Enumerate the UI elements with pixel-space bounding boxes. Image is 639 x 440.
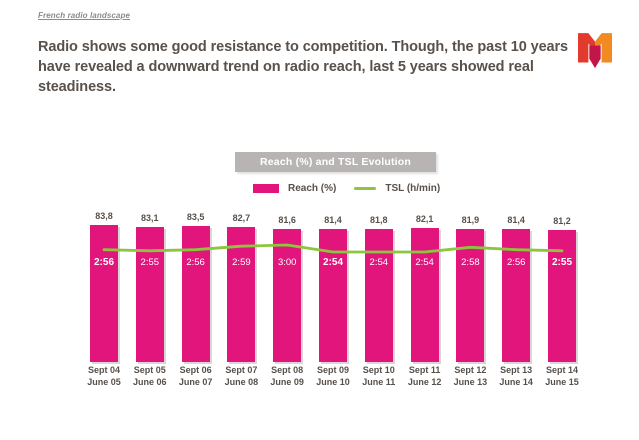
category-line-2: June 05: [87, 376, 121, 387]
reach-bar: [135, 226, 164, 362]
category-label: Sept 12 June 13: [447, 365, 493, 388]
category-label: Sept 05 June 06: [127, 365, 173, 388]
chart-column: 83,1 2:55 Sept 05 June 06: [127, 205, 173, 405]
kicker-label: French radio landscape: [38, 11, 131, 20]
reach-bar: [410, 228, 439, 362]
category-line-2: June 09: [270, 376, 304, 387]
category-line-2: June 13: [453, 376, 488, 387]
slide-title: Radio shows some good resistance to comp…: [38, 37, 598, 97]
tsl-value-label: 2:54: [369, 257, 389, 268]
chart-column: 82,7 2:59 Sept 07 June 08: [218, 205, 264, 405]
reach-legend-label: Reach (%): [288, 183, 337, 194]
reach-bar: [364, 228, 393, 362]
tsl-value-label: 2:54: [415, 257, 434, 268]
category-label: Sept 06 June 07: [173, 365, 219, 388]
tsl-value-label: 2:56: [93, 257, 114, 268]
category-line-2: June 11: [362, 376, 396, 387]
tsl-value-label: 2:55: [551, 257, 572, 268]
chart-column: 83,5 2:56 Sept 06 June 07: [173, 205, 219, 405]
category-line-2: June 07: [178, 376, 213, 387]
reach-bar: [227, 227, 256, 362]
title-line-2: have revealed a downward trend on radio …: [38, 59, 534, 75]
category-line-1: Sept 06: [179, 365, 212, 375]
category-line-1: Sept 12: [454, 365, 487, 375]
chart-column: 81,4 2:54 Sept 09 June 10: [310, 205, 356, 405]
reach-value-label: 81,6: [278, 214, 296, 225]
reach-bar: [181, 225, 210, 362]
category-line-1: Sept 09: [316, 365, 349, 375]
category-line-1: Sept 08: [271, 365, 304, 375]
tsl-value-label: 2:54: [322, 257, 343, 268]
reach-bar: [90, 225, 118, 362]
reach-value-label: 81,4: [324, 215, 342, 226]
category-line-2: June 14: [499, 376, 533, 387]
reach-value-label: 83,5: [186, 211, 205, 222]
reach-value-label: 81,8: [370, 214, 388, 225]
category-label: Sept 13 June 14: [493, 365, 539, 388]
category-line-2: June 15: [545, 376, 579, 387]
category-line-1: Sept 04: [87, 365, 120, 375]
category-label: Sept 14 June 15: [539, 365, 585, 388]
category-line-2: June 08: [224, 376, 259, 387]
category-line-1: Sept 14: [545, 365, 578, 375]
tsl-value-label: 3:00: [277, 257, 297, 268]
category-label: Sept 08 June 09: [264, 365, 310, 388]
category-line-1: Sept 07: [225, 365, 258, 375]
tsl-legend-label: TSL (h/min): [385, 183, 441, 194]
tsl-value-label: 2:55: [140, 257, 160, 268]
tsl-value-label: 2:58: [461, 257, 480, 268]
category-line-1: Sept 05: [133, 365, 166, 375]
tsl-value-label: 2:59: [232, 257, 251, 268]
mediametrie-logo-icon: [578, 33, 612, 73]
chart-column: 81,6 3:00 Sept 08 June 09: [264, 205, 310, 405]
title-line-1: Radio shows some good resistance to comp…: [38, 39, 569, 55]
reach-tsl-chart: 83,8 2:56 Sept 04 June 05 83,1 2:55 Sept 05 Jun…: [0, 205, 639, 405]
category-line-1: Sept 11: [408, 365, 441, 375]
reach-bar: [502, 229, 531, 362]
category-label: Sept 07 June 08: [218, 365, 264, 388]
reach-bar: [319, 229, 347, 362]
category-line-2: June 10: [316, 376, 350, 387]
tsl-value-label: 2:56: [186, 257, 205, 268]
category-label: Sept 11 June 12: [402, 365, 448, 388]
tsl-value-label: 2:56: [506, 257, 526, 268]
reach-bar: [548, 229, 576, 362]
category-label: Sept 10 June 11: [356, 365, 402, 388]
chart-column: 81,9 2:58 Sept 12 June 13: [447, 205, 493, 405]
category-line-2: June 12: [407, 376, 442, 387]
title-line-3: steadiness.: [38, 79, 116, 95]
reach-value-label: 83,8: [95, 211, 113, 222]
reach-swatch-icon: [253, 184, 279, 193]
m-logo-svg: [578, 33, 612, 69]
chart-legend: Reach (%) TSL (h/min): [253, 182, 440, 195]
reach-value-label: 81,2: [553, 215, 571, 226]
chart-column: 81,2 2:55 Sept 14 June 15: [539, 205, 585, 405]
category-line-1: Sept 13: [500, 365, 533, 375]
category-line-1: Sept 10: [362, 365, 395, 375]
reach-bar: [456, 228, 485, 362]
reach-value-label: 82,7: [232, 213, 251, 224]
chart-title-banner: Reach (%) and TSL Evolution: [235, 152, 436, 172]
chart-column: 82,1 2:54 Sept 11 June 12: [402, 205, 448, 405]
tsl-swatch-icon: [354, 187, 377, 190]
chart-column: 81,8 2:54 Sept 10 June 11: [356, 205, 402, 405]
reach-value-label: 82,1: [415, 214, 434, 225]
category-label: Sept 09 June 10: [310, 365, 356, 388]
reach-value-label: 83,1: [141, 212, 159, 223]
category-label: Sept 04 June 05: [81, 365, 127, 388]
reach-bar: [273, 229, 302, 362]
category-line-2: June 06: [133, 376, 167, 387]
chart-column: 83,8 2:56 Sept 04 June 05: [81, 205, 127, 405]
reach-value-label: 81,4: [507, 215, 525, 226]
chart-column: 81,4 2:56 Sept 13 June 14: [493, 205, 539, 405]
reach-value-label: 81,9: [461, 214, 480, 225]
